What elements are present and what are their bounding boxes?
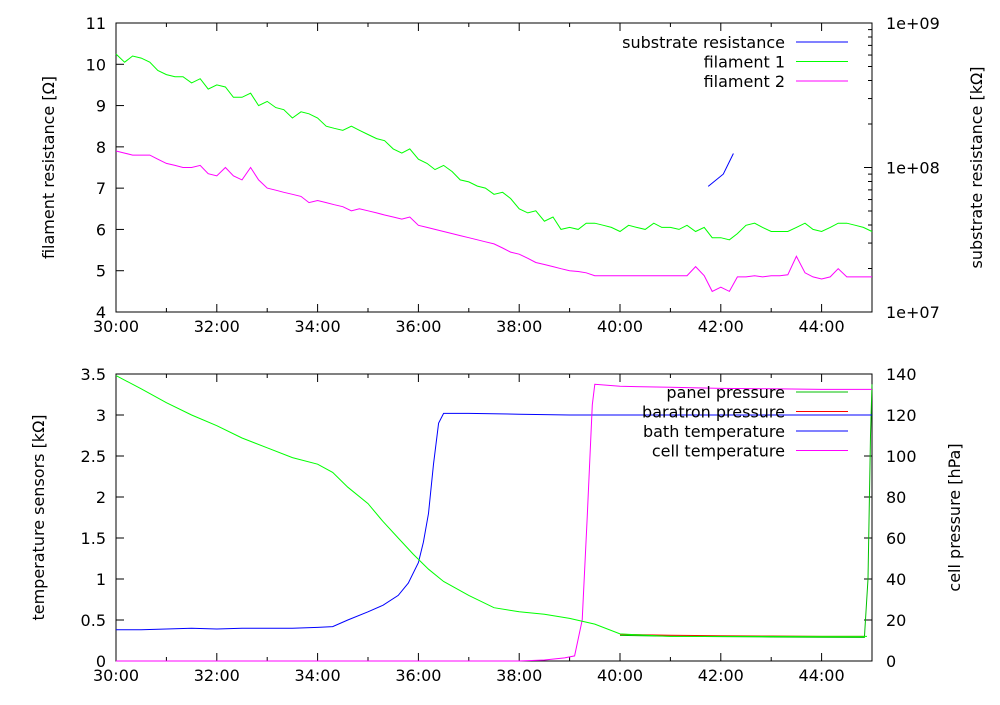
x-tick-label: 34:00 xyxy=(295,666,341,685)
legend-label: substrate resistance xyxy=(622,33,785,52)
y2-tick-label: 40 xyxy=(886,570,906,589)
y2-tick-label: 20 xyxy=(886,611,906,630)
x-tick-label: 36:00 xyxy=(395,666,441,685)
y-tick-label: 9 xyxy=(96,97,106,116)
y2-tick-label: 100 xyxy=(886,447,917,466)
y2-tick-label: 80 xyxy=(886,488,906,507)
x-tick-label: 44:00 xyxy=(799,666,845,685)
y-tick-label: 0.5 xyxy=(81,611,106,630)
y2-tick-label: 1e+09 xyxy=(886,14,940,33)
y-tick-label: 6 xyxy=(96,220,106,239)
legend-label: bath temperature xyxy=(643,422,785,441)
legend-label: filament 1 xyxy=(704,53,785,72)
legend-label: cell temperature xyxy=(652,442,785,461)
lower-panel: 30:00 32:00 34:00 36:00 38:00 40:00 42:00 44:00… xyxy=(29,365,964,685)
y2-tick-label: 0 xyxy=(886,652,896,671)
y-tick-label: 1 xyxy=(96,570,106,589)
y-tick-label: 8 xyxy=(96,138,106,157)
x-tick-label: 32:00 xyxy=(194,666,240,685)
x-tick-label: 40:00 xyxy=(597,666,643,685)
y2-axis-label: substrate resistance [kΩ] xyxy=(967,67,986,269)
series-line-bath-temperature xyxy=(116,412,872,631)
x-tick-label: 40:00 xyxy=(597,317,643,336)
y-tick-label: 7 xyxy=(96,179,106,198)
y2-tick-label: 60 xyxy=(886,529,906,548)
x-tick-label: 42:00 xyxy=(698,317,744,336)
x-tick-label: 38:00 xyxy=(496,666,542,685)
y-axis-label: filament resistance [Ω] xyxy=(39,76,58,259)
y2-axis-label: cell pressure [hPa] xyxy=(945,443,964,591)
y-tick-label: 0 xyxy=(96,652,106,671)
y2-tick-label: 120 xyxy=(886,406,917,425)
x-tick-label: 38:00 xyxy=(496,317,542,336)
legend-label: filament 2 xyxy=(704,72,785,91)
y-tick-label: 11 xyxy=(86,14,106,33)
series-line-unlabeled-series xyxy=(115,375,867,637)
x-tick-label: 36:00 xyxy=(395,317,441,336)
y-tick-label: 10 xyxy=(86,55,106,74)
y2-tick-label: 1e+08 xyxy=(886,159,940,178)
y2-tick-label: 140 xyxy=(886,365,917,384)
series-line-cell-temperature xyxy=(116,383,872,662)
y-tick-label: 3 xyxy=(96,406,106,425)
y-tick-label: 3.5 xyxy=(81,365,106,384)
y2-tick-label: 1e+07 xyxy=(886,303,940,322)
y-tick-label: 2.5 xyxy=(81,447,106,466)
x-tick-label: 44:00 xyxy=(799,317,845,336)
x-tick-label: 30:00 xyxy=(93,666,139,685)
x-tick-label: 30:00 xyxy=(93,317,139,336)
x-tick-label: 42:00 xyxy=(698,666,744,685)
y-tick-label: 5 xyxy=(96,262,106,281)
series-line-filament-2 xyxy=(115,150,872,293)
series-line-filament-1 xyxy=(115,53,873,241)
y-tick-label: 2 xyxy=(96,488,106,507)
legend-label: panel pressure xyxy=(666,383,785,402)
x-tick-label: 32:00 xyxy=(194,317,240,336)
y-tick-label: 1.5 xyxy=(81,529,106,548)
x-tick-label: 34:00 xyxy=(295,317,341,336)
series-line-substrate-resistance xyxy=(707,153,734,187)
y-tick-label: 4 xyxy=(96,303,106,322)
y-axis-label: temperature sensors [kΩ] xyxy=(29,414,48,620)
upper-panel: 30:00 32:00 34:00 36:00 38:00 40:00 42:00 44:00… xyxy=(39,14,986,336)
legend-label: baratron pressure xyxy=(642,403,785,422)
